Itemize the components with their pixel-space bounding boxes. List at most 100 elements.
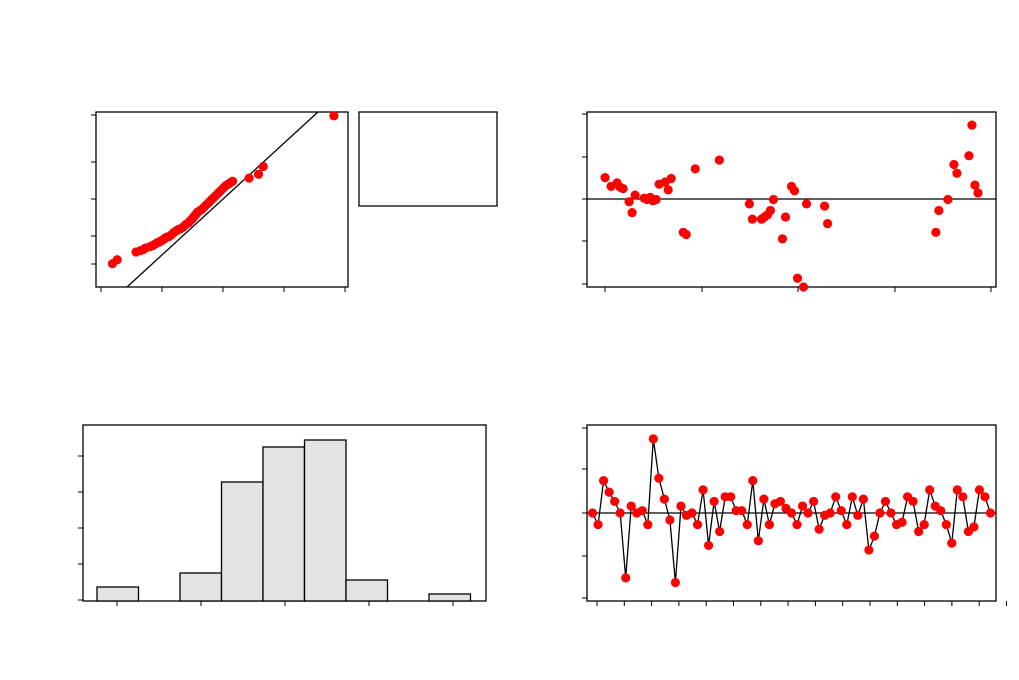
- fitted-point: [964, 151, 974, 161]
- order-point: [715, 526, 725, 537]
- fitted-point: [822, 218, 833, 229]
- fitted-point: [970, 180, 980, 190]
- normal-probability-plot-panel: [91, 111, 498, 292]
- order-point: [947, 538, 957, 548]
- order-point: [869, 531, 880, 541]
- fitted-point: [651, 194, 661, 205]
- fitted-point: [618, 183, 628, 194]
- fitted-point: [789, 186, 800, 196]
- order-point: [587, 508, 598, 518]
- probability-point: [112, 255, 122, 265]
- fitted-point: [624, 197, 634, 207]
- order-point: [626, 501, 636, 511]
- fitted-point: [934, 205, 944, 216]
- histogram-bar: [262, 446, 306, 602]
- order-point: [831, 492, 841, 502]
- probability-point: [253, 169, 264, 179]
- order-point: [726, 492, 736, 502]
- probability-reference-line: [126, 111, 319, 288]
- fitted-plot-ticks: [582, 113, 992, 292]
- order-point: [919, 519, 929, 530]
- order-point: [925, 485, 935, 495]
- fitted-point: [765, 205, 776, 216]
- fitted-point: [666, 173, 676, 184]
- histogram-ticks: [78, 455, 454, 606]
- order-point: [792, 519, 802, 530]
- order-point: [621, 573, 631, 583]
- order-point: [985, 508, 996, 518]
- order-plot-points: [587, 434, 996, 588]
- fitted-point: [627, 208, 637, 218]
- order-point: [914, 526, 924, 537]
- order-point: [941, 519, 951, 530]
- histogram-panel: [78, 424, 487, 606]
- order-point: [698, 485, 708, 495]
- order-point: [897, 517, 907, 527]
- order-point: [886, 508, 896, 518]
- order-point: [687, 508, 697, 518]
- fitted-point: [952, 168, 962, 178]
- fitted-point: [792, 273, 803, 283]
- fitted-point: [714, 155, 724, 165]
- fitted-point: [819, 201, 830, 211]
- histogram-bar: [220, 481, 264, 602]
- fitted-point: [943, 194, 953, 205]
- order-point: [969, 522, 979, 532]
- order-point: [637, 506, 647, 516]
- order-point: [864, 545, 874, 555]
- order-point: [842, 519, 852, 530]
- order-point: [659, 494, 669, 504]
- order-point: [980, 492, 990, 502]
- order-point: [670, 577, 681, 588]
- order-point: [654, 473, 664, 483]
- fitted-point: [600, 173, 610, 183]
- histogram-bar: [303, 439, 347, 602]
- order-point: [880, 496, 891, 507]
- fitted-point: [690, 164, 700, 174]
- order-point: [797, 501, 808, 511]
- histogram-bar: [179, 572, 223, 602]
- fitted-point: [967, 120, 977, 130]
- order-point: [958, 492, 968, 502]
- order-point: [764, 519, 774, 530]
- order-point: [610, 496, 620, 507]
- order-point: [753, 536, 763, 546]
- order-point: [847, 492, 857, 502]
- fitted-point: [798, 282, 809, 292]
- order-point: [825, 508, 835, 518]
- order-point: [598, 475, 609, 486]
- fitted-point: [931, 227, 941, 237]
- order-point: [809, 496, 819, 507]
- order-point: [908, 496, 918, 507]
- order-point: [858, 494, 868, 504]
- order-point: [615, 508, 625, 518]
- histogram-bar: [345, 579, 389, 602]
- order-point: [803, 508, 813, 518]
- residuals-vs-fitted-panel: [582, 111, 997, 292]
- order-point: [936, 506, 946, 516]
- order-point: [875, 508, 885, 518]
- probability-point: [244, 173, 254, 183]
- legend-box: [358, 111, 498, 207]
- histogram-bar: [96, 586, 140, 602]
- fitted-point: [949, 159, 959, 170]
- fitted-point: [747, 214, 758, 224]
- fitted-plot-points: [600, 120, 983, 292]
- order-point: [974, 485, 985, 495]
- fitted-point: [780, 212, 791, 222]
- order-point: [814, 524, 824, 534]
- residuals-vs-order-panel: [582, 424, 1007, 606]
- order-point: [952, 485, 962, 495]
- order-point: [604, 487, 614, 497]
- probability-plot-points: [107, 111, 339, 269]
- probability-point: [227, 176, 238, 186]
- histogram-bars: [96, 439, 472, 602]
- order-point: [648, 434, 658, 444]
- order-point: [759, 494, 769, 504]
- order-point: [786, 508, 797, 518]
- order-point: [692, 519, 703, 530]
- histogram-bar: [428, 593, 472, 602]
- fitted-point: [744, 199, 754, 209]
- order-point: [703, 540, 714, 551]
